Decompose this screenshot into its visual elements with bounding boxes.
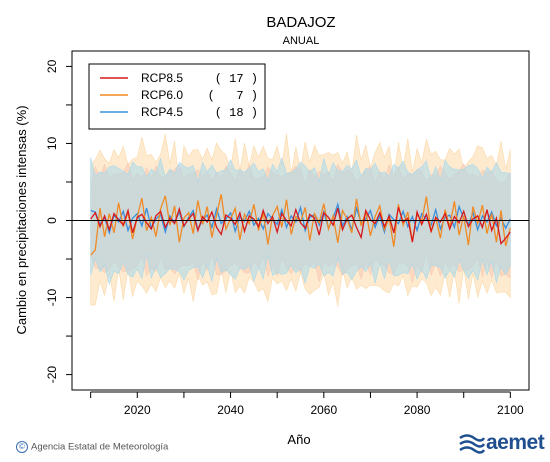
x-tick-label: 2080: [404, 403, 431, 417]
footer-credit: © Agencia Estatal de Meteorología: [16, 441, 168, 453]
copyright-icon: ©: [16, 441, 28, 453]
series-lines: [90, 194, 511, 256]
y-tick-label: 0: [45, 217, 59, 224]
y-tick-label: -20: [45, 366, 59, 384]
chart-subtitle: ANUAL: [283, 35, 320, 47]
x-axis: 2020 2040 2060 2080 2100: [90, 391, 524, 417]
aemet-logo-icon: [459, 434, 486, 454]
y-axis: -20 -10 0 10 20: [45, 59, 72, 383]
y-tick-label: 20: [45, 59, 59, 73]
x-tick-label: 2060: [310, 403, 337, 417]
x-axis-label: Año: [287, 432, 310, 447]
aemet-logo-text: aemet: [486, 431, 545, 454]
legend-series-name: RCP8.5: [141, 71, 183, 85]
x-tick-label: 2040: [217, 403, 244, 417]
x-tick-label: 2100: [497, 403, 524, 417]
legend-series-count: ( 17 ): [215, 72, 258, 86]
legend-series-count: ( 18 ): [215, 106, 258, 120]
legend-series-count: ( 7 ): [208, 89, 258, 103]
series-line-rcp85: [90, 206, 511, 246]
y-axis-label: Cambio en precipitaciones intensas (%): [14, 105, 29, 334]
series-line-rcp45: [90, 201, 511, 236]
legend-series-name: RCP4.5: [141, 105, 183, 119]
legend: RCP8.5 ( 17 ) RCP6.0 ( 7 ) RCP4.5 ( 18 ): [88, 63, 266, 130]
chart-title: BADAJOZ: [266, 14, 335, 31]
x-tick-label: 2020: [124, 403, 151, 417]
legend-series-name: RCP6.0: [141, 88, 183, 102]
legend-box: [88, 63, 266, 130]
y-tick-label: -10: [45, 289, 59, 307]
y-tick-label: 10: [45, 136, 59, 150]
credit-text: Agencia Estatal de Meteorología: [31, 441, 169, 453]
